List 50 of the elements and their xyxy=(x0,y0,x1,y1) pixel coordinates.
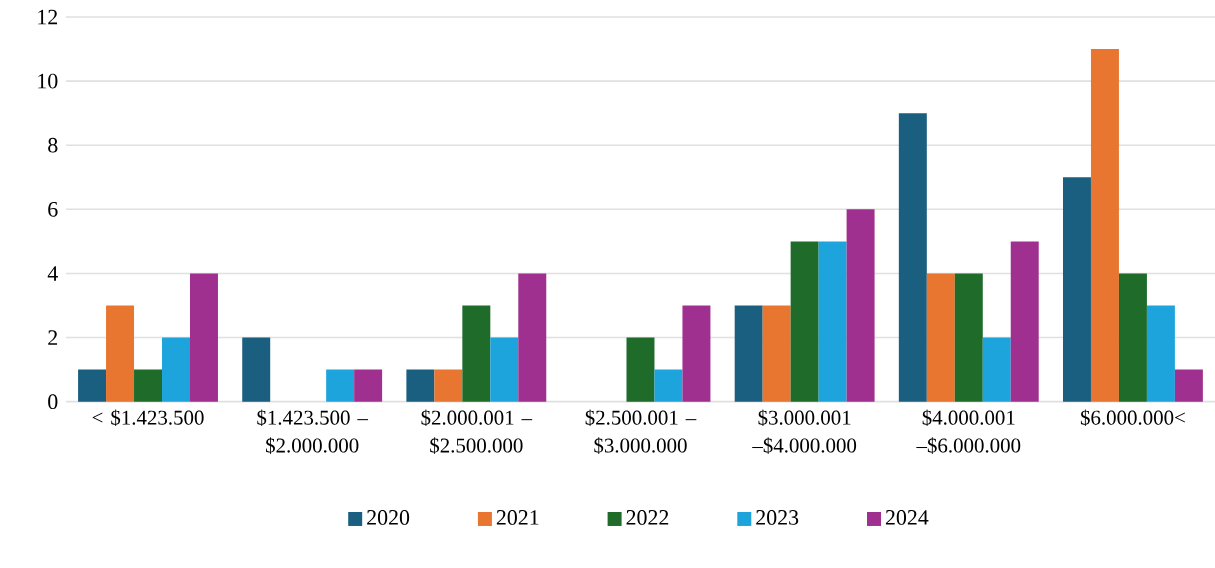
bar xyxy=(926,273,955,402)
bar xyxy=(1174,369,1203,402)
bar xyxy=(1010,241,1039,402)
bar xyxy=(326,369,355,402)
y-tick-label: 10 xyxy=(38,73,58,89)
bar xyxy=(134,369,163,402)
y-tick-label: 4 xyxy=(47,266,58,281)
bar xyxy=(106,305,135,402)
y-tick-label: 2 xyxy=(48,330,58,346)
bar xyxy=(982,337,1011,402)
bar xyxy=(1146,305,1175,402)
bar xyxy=(406,369,435,402)
x-tick-label: $4.000.001 –$6.000.000 xyxy=(916,409,1021,455)
bar xyxy=(242,337,271,402)
bar xyxy=(189,273,218,402)
bar xyxy=(434,369,463,402)
legend-label: 2021 xyxy=(496,510,539,526)
bar xyxy=(1118,273,1147,402)
bar xyxy=(762,305,791,402)
bar xyxy=(818,241,847,402)
x-tick-label: $2.000.001 – $2.500.000 xyxy=(421,409,533,455)
bar xyxy=(78,369,107,402)
legend-label: 2020 xyxy=(367,510,410,526)
bar xyxy=(162,337,190,402)
legend-label: 2023 xyxy=(756,510,799,526)
legend-label: 2022 xyxy=(626,510,669,526)
bar xyxy=(898,113,927,402)
bar xyxy=(518,273,547,402)
bar xyxy=(790,241,819,402)
bar xyxy=(654,369,683,402)
bar xyxy=(490,337,519,402)
bar xyxy=(354,369,383,402)
bar xyxy=(626,337,655,402)
x-tick-label: $3.000.001 –$4.000.000 xyxy=(752,409,857,455)
bar xyxy=(1090,49,1119,402)
legend-label: 2024 xyxy=(885,510,929,526)
x-tick-label: $2.500.001 – $3.000.000 xyxy=(585,409,697,455)
x-tick-label: < $1.423.500 xyxy=(92,409,204,427)
bar xyxy=(734,305,763,402)
y-tick-label: 6 xyxy=(48,202,58,217)
bar xyxy=(682,305,711,402)
y-tick-label: 8 xyxy=(48,138,58,153)
bar xyxy=(954,273,983,402)
bar xyxy=(846,209,875,402)
bar xyxy=(1062,177,1091,402)
y-tick-label: 12 xyxy=(38,9,58,25)
x-tick-label: $1.423.500 – $2.000.000 xyxy=(257,409,369,455)
y-tick-label: 0 xyxy=(48,394,58,410)
bar xyxy=(462,305,491,402)
x-tick-label: $6.000.000< xyxy=(1080,409,1185,427)
